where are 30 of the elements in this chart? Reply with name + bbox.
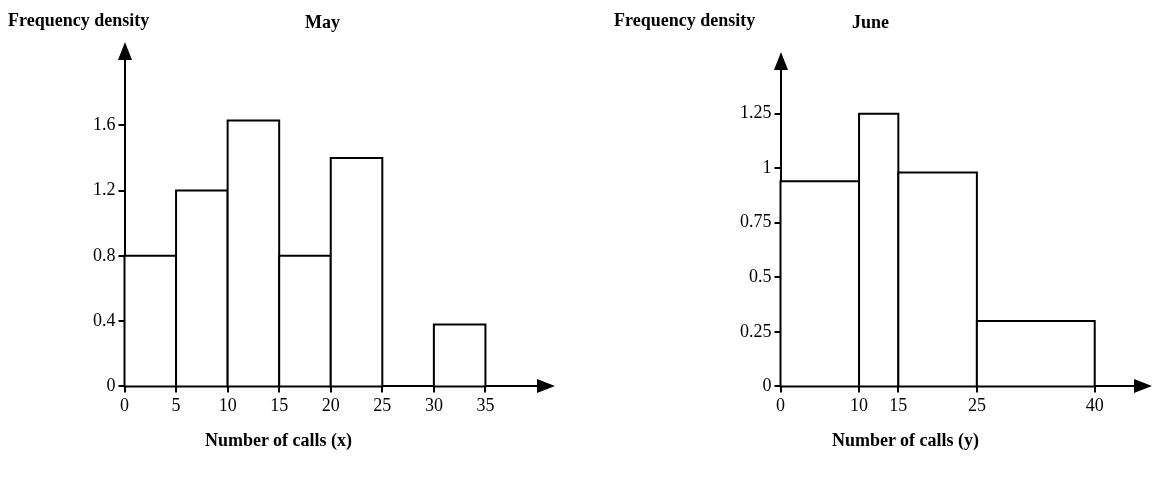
x-tick-label: 25 bbox=[373, 394, 392, 415]
x-tick-label: 5 bbox=[171, 394, 181, 415]
x-tick-label: 25 bbox=[967, 394, 986, 415]
y-tick-label: 1.6 bbox=[93, 114, 116, 135]
y-axis-title: Frequency density bbox=[614, 10, 756, 31]
x-tick-label: 30 bbox=[424, 394, 443, 415]
y-tick-label: 1.25 bbox=[740, 102, 772, 123]
x-tick-label: 35 bbox=[476, 394, 495, 415]
x-tick-label: 0 bbox=[120, 394, 129, 415]
x-tick-label: 20 bbox=[321, 394, 340, 415]
x-tick-label: 0 bbox=[776, 394, 785, 415]
x-tick-label: 10 bbox=[850, 394, 869, 415]
y-tick-label: 0.8 bbox=[93, 244, 116, 265]
y-tick-label: 0.5 bbox=[749, 266, 772, 287]
x-tick-label: 40 bbox=[1085, 394, 1104, 415]
y-tick-label: 1 bbox=[762, 156, 772, 177]
chart-title: June bbox=[852, 12, 890, 33]
chart-title: May bbox=[305, 12, 340, 33]
y-tick-label: 0 bbox=[106, 375, 116, 396]
y-tick-label: 1.2 bbox=[93, 179, 116, 200]
x-tick-label: 15 bbox=[270, 394, 289, 415]
x-axis-title: Number of calls (x) bbox=[203, 430, 354, 451]
y-axis-title: Frequency density bbox=[8, 10, 150, 31]
x-tick-label: 15 bbox=[889, 394, 908, 415]
x-tick-label: 10 bbox=[218, 394, 237, 415]
y-tick-label: 0 bbox=[762, 375, 772, 396]
x-axis-title: Number of calls (y) bbox=[830, 430, 981, 451]
y-tick-label: 0.75 bbox=[740, 211, 772, 232]
y-tick-label: 0.25 bbox=[740, 320, 772, 341]
y-tick-label: 0.4 bbox=[93, 309, 116, 330]
